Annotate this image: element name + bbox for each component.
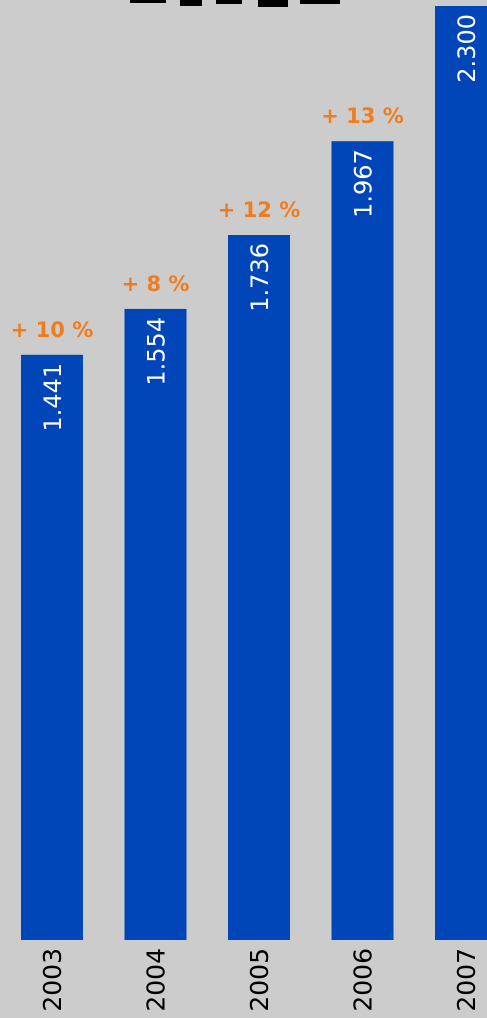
growth-labels: + 10 % + 8 % + 12 % + 13 % bbox=[11, 104, 404, 342]
bar-2005 bbox=[228, 235, 290, 940]
growth-label-2006: + 13 % bbox=[321, 104, 403, 128]
value-label-2005: 1.736 bbox=[246, 243, 274, 312]
value-label-2003: 1.441 bbox=[39, 363, 67, 432]
growth-label-2004: + 8 % bbox=[122, 272, 190, 296]
growth-label-2005: + 12 % bbox=[218, 198, 300, 222]
category-label-2007: 2007 bbox=[452, 948, 481, 1012]
category-label-2003: 2003 bbox=[38, 948, 67, 1012]
bar-2007 bbox=[435, 6, 487, 940]
value-label-2007: 2.300 bbox=[453, 14, 481, 83]
bar-2004 bbox=[124, 308, 187, 940]
bars bbox=[21, 6, 487, 940]
category-label-2004: 2004 bbox=[142, 948, 171, 1012]
cropped-title bbox=[130, 0, 340, 7]
category-label-2005: 2005 bbox=[245, 948, 274, 1012]
bar-2003 bbox=[21, 354, 83, 940]
bar-2006 bbox=[331, 141, 394, 940]
value-label-2006: 1.967 bbox=[350, 149, 378, 218]
value-label-2004: 1.554 bbox=[143, 317, 171, 386]
category-label-2006: 2006 bbox=[349, 948, 378, 1012]
growth-label-2003: + 10 % bbox=[11, 318, 93, 342]
category-labels: 2003 2004 2005 2006 2007 bbox=[38, 948, 481, 1012]
value-labels: 1.441 1.554 1.736 1.967 2.300 bbox=[39, 14, 481, 432]
